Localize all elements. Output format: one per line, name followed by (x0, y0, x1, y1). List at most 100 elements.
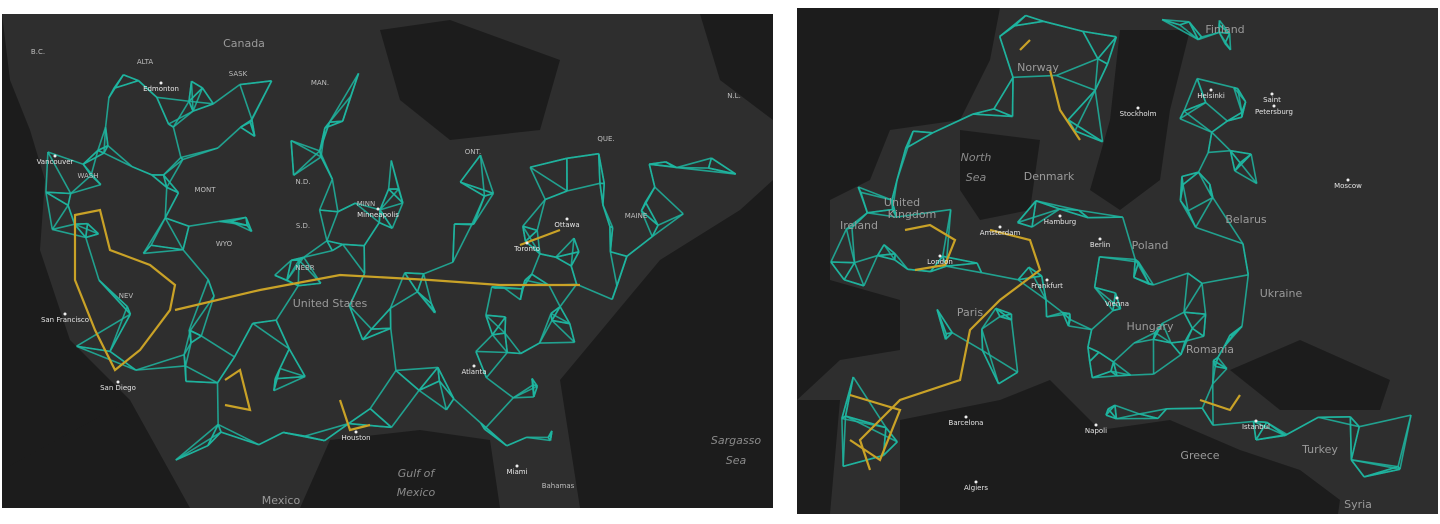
city-dot (1346, 178, 1350, 182)
network-line (570, 251, 580, 267)
network-line (513, 396, 534, 399)
network-line (981, 315, 1001, 330)
network-line (1068, 325, 1092, 331)
network-line (1234, 170, 1258, 185)
network-line (73, 223, 87, 239)
network-line (70, 183, 102, 195)
network-line (841, 415, 846, 420)
region-label: MAINE (625, 212, 648, 220)
network-line (290, 140, 295, 176)
network-line (453, 398, 482, 424)
region-label: B.C. (31, 48, 45, 56)
network-line (184, 342, 192, 367)
network-line (1114, 404, 1140, 415)
network-line (475, 334, 493, 352)
network-line (1094, 90, 1104, 142)
network-line (492, 332, 506, 336)
network-line (274, 368, 281, 380)
network-line (326, 240, 334, 252)
network-line (387, 160, 393, 190)
network-line (1232, 325, 1243, 336)
network-line (1061, 312, 1070, 327)
region-label: Sea (726, 454, 747, 467)
network-line (867, 211, 897, 218)
network-line (156, 96, 190, 103)
network-line (303, 240, 328, 258)
city-dot (1136, 106, 1140, 110)
network-line (644, 186, 656, 203)
network-line (47, 151, 84, 165)
network-line (200, 295, 215, 337)
network-line (1179, 21, 1190, 26)
network-line (576, 283, 613, 301)
network-line (842, 416, 847, 467)
network-line (216, 356, 236, 384)
region-label: WASH (77, 172, 98, 180)
network-line (539, 341, 575, 344)
network-line (390, 389, 420, 428)
network-line (378, 221, 393, 230)
network-line (1229, 150, 1236, 172)
network-line (52, 223, 75, 231)
network-line (891, 199, 894, 210)
network-line (1035, 200, 1060, 210)
network-line (1188, 21, 1203, 38)
network-line (980, 328, 1000, 385)
network-line (1107, 404, 1116, 410)
network-line (1045, 299, 1064, 314)
network-line (993, 108, 1013, 118)
network-line (185, 365, 218, 384)
network-line (245, 217, 253, 232)
network-line (175, 431, 222, 461)
city-label: Berlin (1090, 241, 1110, 249)
network-line (1113, 361, 1132, 376)
network-line (519, 279, 526, 300)
network-line (318, 209, 328, 241)
network-line (74, 223, 99, 235)
network-line (369, 408, 392, 428)
network-line (416, 291, 433, 305)
network-line (1107, 408, 1118, 420)
city-dot (376, 207, 380, 211)
network-line (654, 186, 684, 215)
network-line (904, 130, 914, 149)
network-line (97, 126, 107, 151)
network-line (1191, 313, 1207, 329)
network-line (1196, 77, 1235, 89)
sea (560, 180, 773, 508)
network-line (1242, 243, 1250, 275)
network-line (1228, 33, 1232, 50)
network-line (164, 192, 180, 219)
network-line (437, 367, 441, 382)
network-line (1105, 414, 1117, 420)
network-line (286, 259, 300, 281)
network-line (273, 378, 277, 391)
network-line (1016, 200, 1037, 224)
region-label: Kingdom (888, 208, 937, 221)
network-line (1284, 416, 1319, 437)
network-line (1218, 24, 1231, 35)
city-dot (525, 241, 529, 245)
city-label: San Francisco (41, 316, 89, 324)
network-line (529, 166, 568, 192)
network-line (460, 181, 494, 195)
network-line (945, 332, 953, 340)
network-line (445, 398, 455, 411)
network-line (626, 235, 653, 257)
network-line (891, 179, 898, 201)
network-line (520, 342, 540, 355)
network-line (1028, 266, 1043, 277)
network-line (103, 152, 133, 168)
network-line (1045, 299, 1048, 317)
sea (900, 380, 1340, 514)
city-dot (998, 225, 1002, 229)
network-line (180, 147, 219, 159)
network-line (1152, 332, 1156, 340)
network-line (504, 316, 507, 334)
network-line (252, 319, 277, 325)
europe-map: Finland Norway Stockholm Helsinki Saint Peter… (797, 8, 1438, 514)
network-line (459, 181, 485, 197)
network-line (599, 183, 604, 205)
region-label: Romania (1186, 343, 1234, 356)
city-label: Vancouver (37, 158, 74, 166)
